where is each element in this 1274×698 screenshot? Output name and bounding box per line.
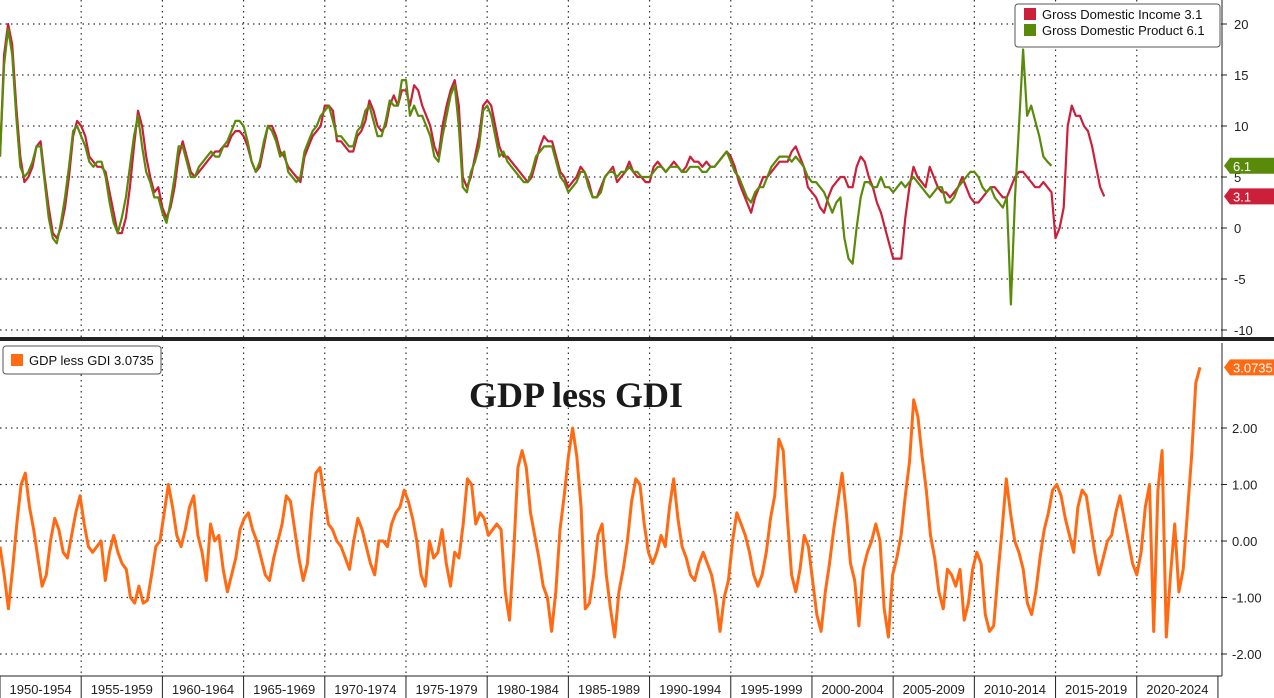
top-panel-series (0, 22, 1106, 306)
x-tick-label: 1965-1969 (253, 682, 315, 697)
svg-text:3.1: 3.1 (1233, 189, 1251, 204)
bottom-ytick-label: 2.00 (1232, 421, 1257, 436)
x-tick-label: 1960-1964 (172, 682, 234, 697)
top-ytick-label: 20 (1234, 17, 1248, 32)
top-ytick-label: -5 (1234, 272, 1246, 287)
top-ytick-label: 15 (1234, 68, 1248, 83)
x-tick-label: 1985-1989 (578, 682, 640, 697)
legend-label: GDP less GDI 3.0735 (29, 353, 154, 368)
gdp-last-value-tag: 6.1 (1224, 157, 1274, 174)
bottom-panel-grid (0, 347, 1222, 676)
bottom-legend: GDP less GDI 3.0735 (2, 345, 162, 375)
bottom-ytick-label: 1.00 (1232, 478, 1257, 493)
legend-label: Gross Domestic Product 6.1 (1042, 23, 1205, 38)
series-line-gross-domestic-income (0, 22, 1106, 260)
x-tick-label: 1950-1954 (10, 682, 72, 697)
x-tick-label: 1970-1974 (334, 682, 396, 697)
bottom-panel-title: GDP less GDI (469, 375, 683, 415)
bottom-ytick-label: 0.00 (1232, 534, 1257, 549)
x-tick-label: 2020-2024 (1146, 682, 1208, 697)
top-ytick-label: 5 (1234, 170, 1241, 185)
x-tick-label: 1995-1999 (740, 682, 802, 697)
legend-swatch (1024, 24, 1036, 36)
x-tick-label: 2010-2014 (984, 682, 1046, 697)
series-line-gross-domestic-product (0, 28, 1053, 306)
x-tick-label: 1990-1994 (659, 682, 721, 697)
gdi-last-value-tag: 3.1 (1224, 188, 1274, 205)
bottom-ytick-label: -1.00 (1232, 591, 1262, 606)
legend-swatch (1024, 8, 1036, 20)
legend-label: Gross Domestic Income 3.1 (1042, 7, 1202, 22)
x-tick-label: 1955-1959 (91, 682, 153, 697)
x-tick-label: 1980-1984 (497, 682, 559, 697)
x-tick-label: 2000-2004 (821, 682, 883, 697)
top-ytick-label: -10 (1234, 323, 1253, 338)
legend-swatch (11, 354, 23, 366)
panel-divider (0, 337, 1274, 341)
x-tick-label: 2005-2009 (903, 682, 965, 697)
x-tick-label: 1975-1979 (415, 682, 477, 697)
svg-text:3.0735: 3.0735 (1233, 360, 1273, 375)
bottom-ytick-label: -2.00 (1232, 647, 1262, 662)
gdp-less-gdi-last-value-tag: 3.0735 (1224, 359, 1274, 376)
top-ytick-label: 10 (1234, 119, 1248, 134)
svg-text:6.1: 6.1 (1233, 159, 1251, 174)
x-tick-label: 2015-2019 (1065, 682, 1127, 697)
top-ytick-label: 0 (1234, 221, 1241, 236)
bottom-panel-series (0, 366, 1202, 639)
series-line-gdp-less-gdi (0, 366, 1202, 639)
